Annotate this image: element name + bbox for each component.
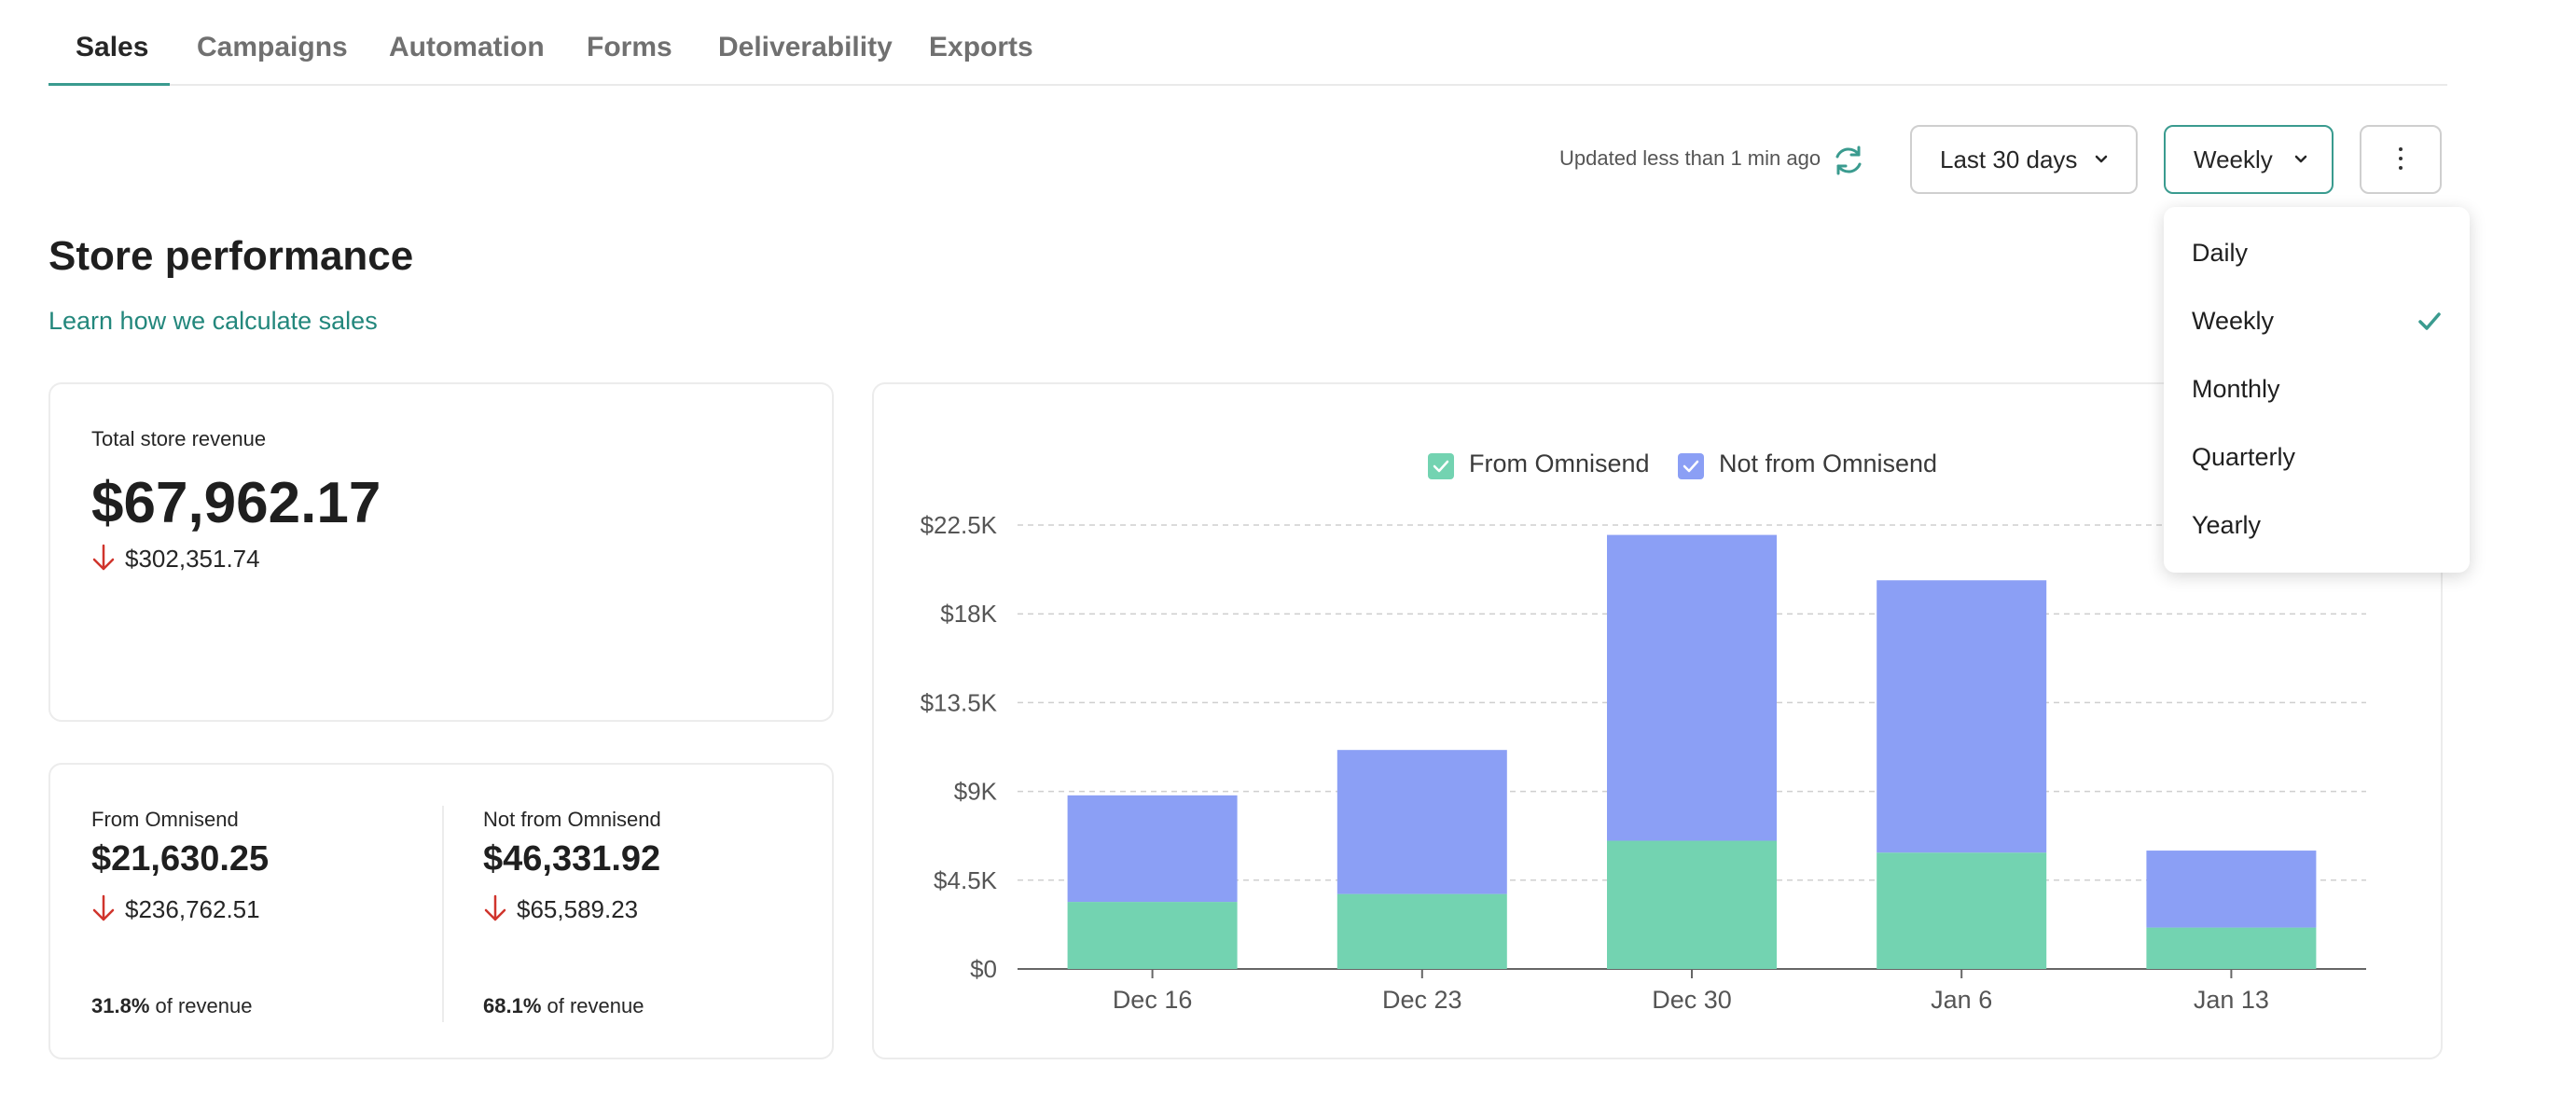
y-tick-label: $0: [970, 955, 997, 983]
bar-segment: [1877, 852, 2047, 969]
x-tick-label: Jan 13: [2194, 986, 2269, 1014]
date-range-select[interactable]: Last 30 days: [1910, 125, 2138, 194]
active-tab-indicator: [48, 83, 170, 86]
check-icon: [1683, 460, 1699, 473]
bar-segment: [2146, 927, 2317, 969]
tab-deliverability[interactable]: Deliverability: [718, 32, 893, 62]
y-tick-label: $9K: [954, 778, 998, 806]
y-tick-label: $4.5K: [934, 866, 998, 894]
option-daily[interactable]: Daily: [2192, 239, 2249, 267]
x-tick-label: Dec 23: [1382, 986, 1462, 1014]
kebab-menu-icon: [2399, 147, 2403, 175]
bar-segment: [1877, 580, 2047, 853]
refresh-icon[interactable]: [1830, 142, 1867, 179]
chevron-down-icon: [2294, 155, 2307, 163]
arrow-down-icon: [484, 894, 506, 921]
arrow-down-icon: [92, 544, 115, 571]
checkmark-icon: [2418, 312, 2441, 330]
date-range-label: Last 30 days: [1940, 145, 2078, 173]
learn-sales-link[interactable]: Learn how we calculate sales: [48, 307, 378, 335]
check-icon: [1433, 460, 1449, 473]
y-tick-label: $22.5K: [921, 511, 998, 539]
from-omnisend-value: $21,630.25: [91, 839, 270, 879]
legend-not-from-omnisend[interactable]: Not from Omnisend: [1719, 450, 1938, 477]
from-omnisend-share: 31.8% of revenue: [91, 994, 253, 1017]
not-from-omnisend-value: $46,331.92: [483, 839, 661, 879]
x-tick-label: Dec 30: [1652, 986, 1732, 1014]
legend-from-omnisend[interactable]: From Omnisend: [1469, 450, 1650, 477]
from-omnisend-delta: $236,762.51: [125, 895, 260, 923]
total-revenue-value: $67,962.17: [91, 471, 381, 535]
not-from-omnisend-share: 68.1% of revenue: [483, 994, 644, 1017]
revenue-split-card: From Omnisend $21,630.25 $236,762.51 31.…: [48, 763, 834, 1059]
total-revenue-label: Total store revenue: [91, 427, 267, 450]
option-quarterly[interactable]: Quarterly: [2192, 443, 2296, 471]
period-label: Weekly: [2194, 145, 2273, 173]
chevron-down-icon: [2095, 155, 2108, 163]
legend-checkbox-not-from-omnisend[interactable]: [1678, 453, 1704, 479]
bar-segment: [1336, 893, 1507, 969]
bar-segment: [2146, 851, 2317, 928]
from-omnisend-label: From Omnisend: [91, 808, 239, 831]
not-from-omnisend-delta: $65,589.23: [517, 895, 639, 923]
not-from-omnisend-label: Not from Omnisend: [483, 808, 661, 831]
bar-segment: [1607, 534, 1777, 841]
tab-exports[interactable]: Exports: [929, 32, 1033, 62]
y-tick-label: $13.5K: [921, 688, 998, 716]
option-yearly[interactable]: Yearly: [2192, 511, 2262, 539]
tab-automation[interactable]: Automation: [389, 32, 545, 62]
page-title: Store performance: [48, 233, 414, 279]
bar-segment: [1336, 750, 1507, 894]
updated-status: Updated less than 1 min ago: [1559, 146, 1821, 170]
option-monthly[interactable]: Monthly: [2192, 375, 2280, 403]
option-weekly[interactable]: Weekly: [2192, 307, 2275, 335]
tab-bar: Sales Campaigns Automation Forms Deliver…: [48, 0, 2447, 86]
more-options-button[interactable]: [2360, 125, 2442, 194]
bar-segment: [1067, 902, 1238, 969]
period-dropdown-menu: Daily Weekly Monthly Quarterly Yearly: [2164, 207, 2470, 573]
legend-checkbox-from-omnisend[interactable]: [1428, 453, 1454, 479]
period-select[interactable]: Weekly: [2164, 125, 2334, 194]
tab-forms[interactable]: Forms: [587, 32, 672, 62]
stacked-bar-chart: $0 $4.5K $9K $13.5K $18K $22.5K Dec 16 Dec 23 De…: [921, 511, 2366, 1014]
bar-segment: [1607, 840, 1777, 969]
bar-segment: [1067, 795, 1238, 903]
tab-campaigns[interactable]: Campaigns: [197, 32, 348, 62]
arrow-down-icon: [92, 894, 115, 921]
x-tick-label: Jan 6: [1931, 986, 1992, 1014]
tab-sales[interactable]: Sales: [76, 32, 149, 62]
total-revenue-card: Total store revenue $67,962.17 $302,351.…: [48, 382, 834, 722]
y-tick-label: $18K: [940, 600, 997, 628]
divider: [442, 806, 444, 1022]
total-revenue-delta: $302,351.74: [125, 545, 260, 573]
x-tick-label: Dec 16: [1113, 986, 1193, 1014]
